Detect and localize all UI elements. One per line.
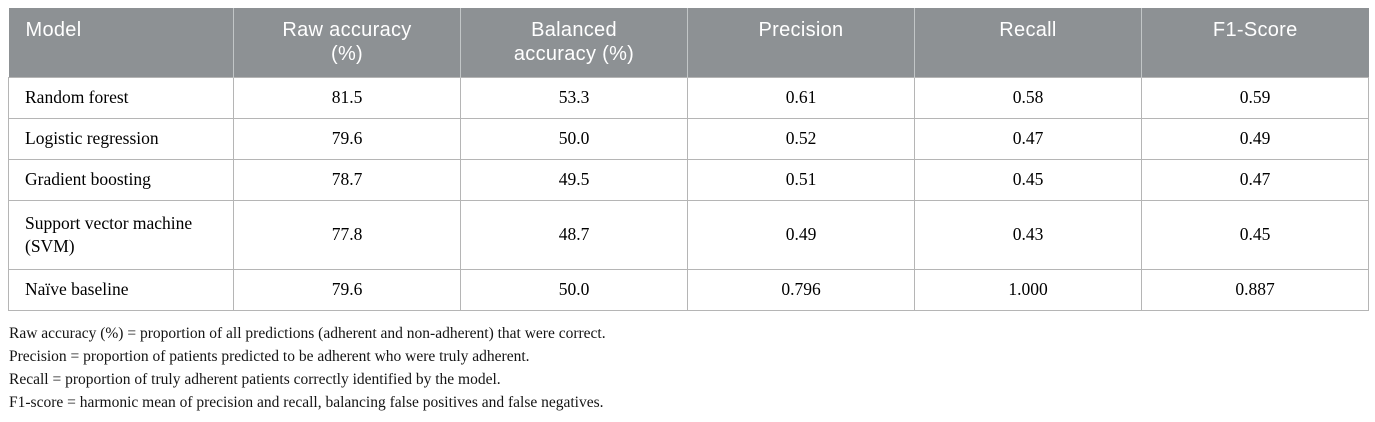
table-header: Model Raw accuracy (%) Balanced accuracy… [8, 8, 1369, 77]
header-label: Recall [999, 19, 1057, 41]
recall-cell: 0.43 [914, 199, 1142, 270]
precision-cell: 0.61 [687, 76, 915, 119]
table-row-random-forest: Random forest 81.5 53.3 0.61 0.58 0.59 [8, 76, 1369, 119]
header-label: Precision [758, 19, 844, 41]
table-row-logistic-regression: Logistic regression 79.6 50.0 0.52 0.47 … [8, 117, 1369, 160]
header-label: Balanced accuracy (%) [513, 19, 635, 65]
header-label: F1-Score [1212, 19, 1298, 41]
footnote-recall: Recall = proportion of truly adherent pa… [9, 370, 501, 388]
footnote-f1-score: F1-score = harmonic mean of precision an… [9, 394, 604, 412]
header-cell-balanced-accuracy: Balanced accuracy (%) [460, 8, 688, 77]
balanced-accuracy-cell: 50.0 [460, 268, 688, 311]
header-label: Model [25, 19, 82, 41]
model-name-cell: Naïve baseline [8, 268, 234, 311]
f1-score-cell: 0.49 [1141, 117, 1369, 160]
balanced-accuracy-cell: 53.3 [460, 76, 688, 119]
header-row: Model Raw accuracy (%) Balanced accuracy… [8, 8, 1369, 77]
model-name-cell: Logistic regression [8, 117, 234, 160]
table-row-naive-baseline: Naïve baseline 79.6 50.0 0.796 1.000 0.8… [8, 268, 1369, 311]
raw-accuracy-cell: 79.6 [233, 117, 461, 160]
raw-accuracy-cell: 81.5 [233, 76, 461, 119]
raw-accuracy-cell: 79.6 [233, 268, 461, 311]
f1-score-cell: 0.887 [1141, 268, 1369, 311]
f1-score-cell: 0.47 [1141, 158, 1369, 201]
header-cell-precision: Precision [687, 8, 915, 77]
precision-cell: 0.49 [687, 199, 915, 270]
header-cell-f1-score: F1-Score [1141, 8, 1369, 77]
precision-cell: 0.52 [687, 117, 915, 160]
raw-accuracy-cell: 77.8 [233, 199, 461, 270]
table-footnotes: Raw accuracy (%) = proportion of all pre… [9, 322, 1368, 415]
recall-cell: 1.000 [914, 268, 1142, 311]
model-performance-table: Model Raw accuracy (%) Balanced accuracy… [8, 8, 1369, 311]
recall-cell: 0.47 [914, 117, 1142, 160]
header-cell-recall: Recall [914, 8, 1142, 77]
model-name-cell: Random forest [8, 76, 234, 119]
balanced-accuracy-cell: 50.0 [460, 117, 688, 160]
footnote-precision: Precision = proportion of patients predi… [9, 347, 530, 365]
recall-cell: 0.45 [914, 158, 1142, 201]
table-body: Random forest 81.5 53.3 0.61 0.58 0.59 L… [8, 76, 1369, 311]
recall-cell: 0.58 [914, 76, 1142, 119]
precision-cell: 0.796 [687, 268, 915, 311]
precision-cell: 0.51 [687, 158, 915, 201]
f1-score-cell: 0.59 [1141, 76, 1369, 119]
model-name-cell: Gradient boosting [8, 158, 234, 201]
table-row-gradient-boosting: Gradient boosting 78.7 49.5 0.51 0.45 0.… [8, 158, 1369, 201]
footnote-raw-accuracy: Raw accuracy (%) = proportion of all pre… [9, 324, 606, 342]
raw-accuracy-cell: 78.7 [233, 158, 461, 201]
header-cell-model: Model [8, 8, 234, 77]
header-cell-raw-accuracy: Raw accuracy (%) [233, 8, 461, 77]
header-label: Raw accuracy (%) [282, 19, 412, 65]
table-row-svm: Support vector machine (SVM) 77.8 48.7 0… [8, 199, 1369, 270]
balanced-accuracy-cell: 48.7 [460, 199, 688, 270]
balanced-accuracy-cell: 49.5 [460, 158, 688, 201]
model-name-cell: Support vector machine (SVM) [8, 199, 234, 270]
f1-score-cell: 0.45 [1141, 199, 1369, 270]
